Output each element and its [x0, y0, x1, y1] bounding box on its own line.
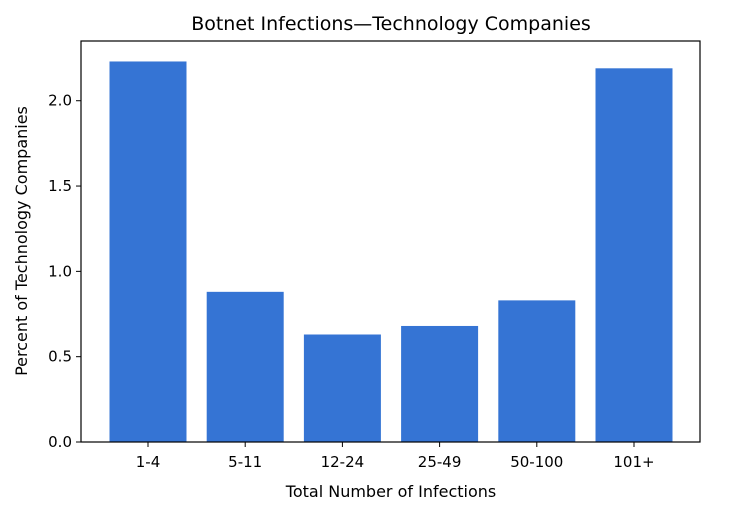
plot-frame: [80, 40, 701, 443]
y-tick-label: 2.0: [48, 92, 72, 110]
chart-title: Botnet Infections—Technology Companies: [191, 13, 591, 35]
x-axis-label: Total Number of Infections: [285, 482, 496, 501]
x-tick-label: 12-24: [321, 453, 365, 471]
bar-1-4: [109, 61, 187, 443]
x-tick-label: 1-4: [136, 453, 161, 471]
bar-101+: [595, 68, 673, 442]
bar-12-24: [303, 334, 381, 442]
x-tick-label: 25-49: [418, 453, 462, 471]
y-tick-label: 1.5: [48, 177, 72, 195]
y-tick-label: 1.0: [48, 262, 72, 280]
x-tick-label: 50-100: [510, 453, 563, 471]
x-tick-label: 5-11: [228, 453, 262, 471]
y-axis-ticks: 0.0 0.5 1.0 1.5 2.0: [48, 92, 81, 451]
y-tick-label: 0.0: [48, 433, 72, 451]
bars-group: [109, 61, 673, 443]
x-tick-label: 101+: [613, 453, 654, 471]
y-tick-label: 0.5: [48, 348, 72, 366]
bar-50-100: [498, 300, 576, 442]
bar-5-11: [206, 291, 284, 442]
x-axis-ticks: 1-4 5-11 12-24 25-49 50-100 101+: [136, 442, 655, 471]
y-axis-label: Percent of Technology Companies: [12, 106, 31, 376]
bar-25-49: [401, 325, 479, 442]
